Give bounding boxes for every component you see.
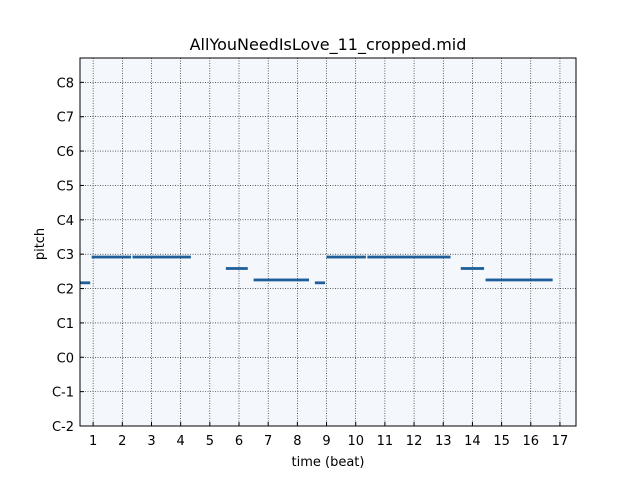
x-tick-label: 2 bbox=[118, 434, 126, 449]
note-bar bbox=[326, 255, 366, 259]
x-axis-label: time (beat) bbox=[292, 455, 365, 470]
note-bar bbox=[460, 267, 485, 270]
x-tick-label: 10 bbox=[347, 434, 364, 449]
x-tick-label: 13 bbox=[435, 434, 452, 449]
x-tick-label: 11 bbox=[377, 434, 394, 449]
x-tick-label: 8 bbox=[293, 434, 301, 449]
note-bar bbox=[485, 278, 553, 282]
x-tick-label: 9 bbox=[322, 434, 330, 449]
x-axis-ticks: 1 2 3 4 5 6 7 8 9 10 11 12 13 14 15 16 17 bbox=[89, 422, 568, 449]
x-tick-label: 17 bbox=[552, 434, 569, 449]
x-tick-label: 15 bbox=[493, 434, 510, 449]
x-tick-label: 6 bbox=[235, 434, 243, 449]
y-tick-label: C3 bbox=[57, 248, 74, 263]
plot-area bbox=[80, 58, 576, 426]
note-bar bbox=[80, 281, 91, 285]
note-bar bbox=[314, 281, 326, 285]
y-tick-label: C4 bbox=[57, 214, 74, 229]
y-tick-label: C1 bbox=[57, 317, 74, 332]
x-tick-label: 14 bbox=[464, 434, 481, 449]
notes-layer bbox=[80, 255, 553, 285]
y-tick-label: C5 bbox=[57, 179, 74, 194]
note-bar bbox=[91, 255, 132, 259]
note-bar bbox=[132, 255, 191, 259]
y-axis-ticks: C-2 C-1 C0 C1 C2 C3 C4 C5 C6 C7 C8 bbox=[52, 76, 84, 435]
x-tick-label: 7 bbox=[264, 434, 272, 449]
chart-title: AllYouNeedIsLove_11_cropped.mid bbox=[190, 35, 467, 55]
y-axis-label: pitch bbox=[33, 228, 48, 260]
x-tick-label: 5 bbox=[206, 434, 214, 449]
y-tick-label: C7 bbox=[57, 111, 74, 126]
y-tick-label: C2 bbox=[57, 283, 74, 298]
x-tick-label: 3 bbox=[147, 434, 155, 449]
x-tick-label: 16 bbox=[523, 434, 540, 449]
grid-lines bbox=[80, 58, 576, 427]
x-tick-label: 1 bbox=[89, 434, 97, 449]
y-tick-label: C-1 bbox=[52, 386, 74, 401]
y-tick-label: C0 bbox=[57, 351, 74, 366]
note-bar bbox=[253, 278, 310, 282]
note-bar bbox=[225, 267, 248, 270]
plot-frame bbox=[79, 57, 577, 427]
x-tick-label: 4 bbox=[177, 434, 185, 449]
y-tick-label: C6 bbox=[57, 145, 74, 160]
x-tick-label: 12 bbox=[406, 434, 423, 449]
y-tick-label: C8 bbox=[57, 76, 74, 91]
y-tick-label: C-2 bbox=[52, 420, 74, 435]
note-bar bbox=[367, 255, 451, 259]
